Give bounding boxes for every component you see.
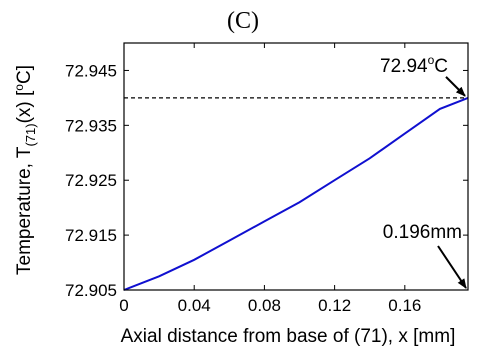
y-tick-label: 72.915 [65, 226, 117, 245]
annotation-layer: 72.94oC 0.196mm [380, 53, 467, 289]
ticks-layer: 0 0.04 0.08 0.12 0.16 72.905 72.915 72.925 72.93… [65, 43, 468, 315]
plot-area: 0 0.04 0.08 0.12 0.16 72.905 72.915 72.925 72.93… [65, 42, 469, 315]
y-tick-label: 72.935 [65, 116, 117, 135]
y-label-prefix: Temperature, T [14, 146, 35, 275]
length-arrow [437, 245, 467, 289]
x-axis-label: Axial distance from base of (71), x [mm] [121, 326, 456, 347]
y-axis-label: Temperature, T(71)(x) [oC] [12, 65, 38, 275]
length-label: 0.196mm [383, 222, 462, 243]
y-tick-label: 72.905 [65, 281, 117, 300]
max-temperature-arrow [445, 76, 466, 97]
series-layer [123, 96, 469, 291]
y-label-mid: (x) [ [14, 90, 35, 123]
y-tick-label: 72.945 [65, 61, 117, 80]
max-temperature-degree: o [428, 53, 435, 67]
x-tick-label: 0.16 [388, 296, 421, 315]
y-tick-label: 72.925 [65, 171, 117, 190]
axes-box [123, 42, 469, 291]
y-label-suffix: C] [14, 65, 35, 84]
x-tick-label: 0 [119, 296, 128, 315]
panel-label: (C) [227, 8, 259, 34]
x-tick-label: 0.08 [248, 296, 281, 315]
y-label-superscript: o [12, 84, 26, 91]
x-tick-label: 0.12 [318, 296, 351, 315]
max-temperature-label: 72.94oC [380, 53, 448, 77]
max-temperature-unit: C [434, 56, 448, 77]
max-temperature-value: 72.94 [380, 56, 428, 77]
temperature-line [123, 96, 469, 291]
y-label-subscript: (71) [23, 123, 38, 146]
x-tick-label: 0.04 [178, 296, 211, 315]
